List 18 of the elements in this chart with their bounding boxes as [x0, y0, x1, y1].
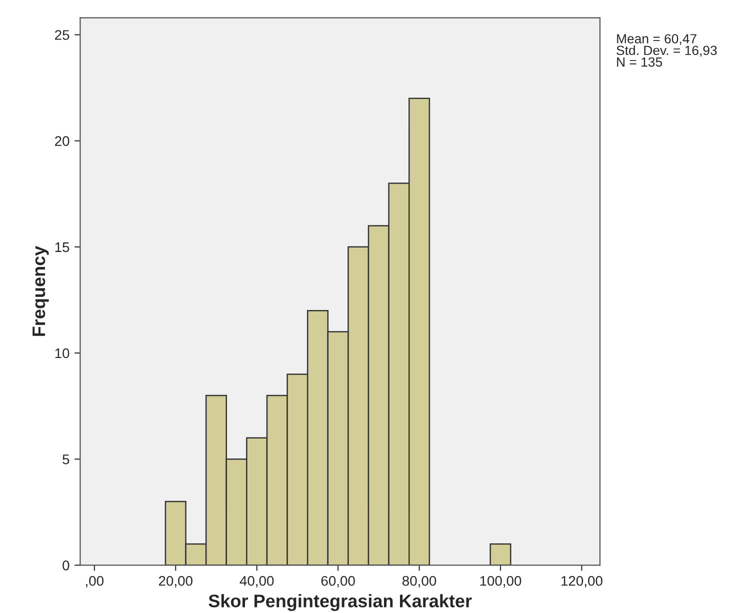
y-tick-label: 10 — [55, 348, 70, 358]
x-tick-label: 40,00 — [240, 576, 274, 588]
x-tick-label: 60,00 — [321, 576, 355, 588]
text: N = 135 — [617, 57, 662, 67]
y-tick-label: 15 — [55, 242, 70, 252]
y-tick-label: 5 — [62, 454, 70, 464]
x-tick-label: 80,00 — [402, 576, 436, 588]
x-axis-title: Skor Pengintegrasian Karakter — [208, 594, 472, 612]
x-tick-label: ,00 — [86, 576, 104, 588]
y-axis-title: Frequency — [32, 246, 49, 336]
y-tick-label: 20 — [55, 136, 70, 146]
text: Std. Dev. = 16,93 — [616, 45, 717, 57]
x-tick-label: 100,00 — [480, 576, 522, 588]
x-tick-label: 20,00 — [158, 576, 192, 588]
y-tick-label: 25 — [55, 30, 70, 40]
y-tick-label: 0 — [62, 560, 70, 570]
x-tick-label: 120,00 — [562, 576, 602, 588]
text: Mean = 60,47 — [617, 34, 696, 45]
